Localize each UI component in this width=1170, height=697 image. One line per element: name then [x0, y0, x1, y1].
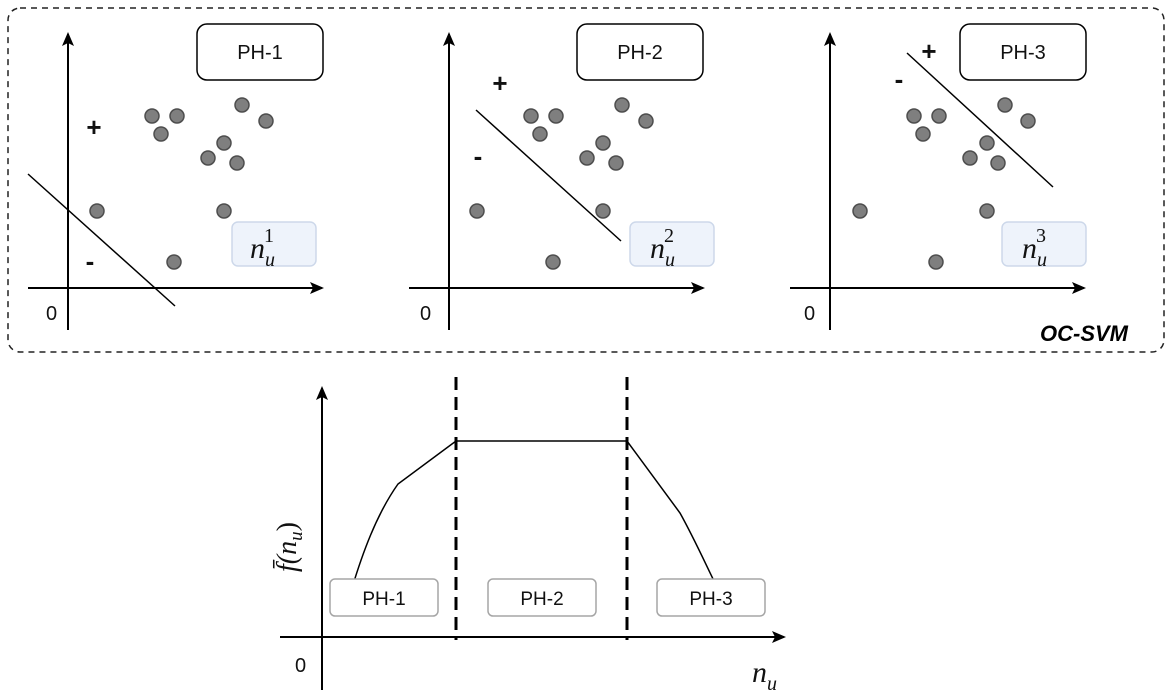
bottom-phase-box-2	[487, 578, 597, 617]
oc-svm-group-frame	[7, 7, 1165, 353]
panel-2-label-box	[629, 221, 715, 267]
panel-2-plus-sign: +	[492, 68, 507, 98]
bottom-phase-label-2: PH-2	[520, 589, 563, 610]
bottom-phase-box-3	[656, 578, 766, 617]
panel-2-origin: 0	[420, 303, 431, 325]
data-point	[469, 203, 485, 219]
data-point	[229, 155, 245, 171]
data-point	[532, 126, 548, 142]
panel-3-data-points	[852, 97, 1036, 270]
bottom-phase-box-1	[329, 578, 439, 617]
data-point	[216, 203, 232, 219]
panel-3-label: nu3	[1022, 225, 1047, 271]
data-point	[915, 126, 931, 142]
panel-3-label-box	[1001, 221, 1087, 267]
panel-1-data-points	[89, 97, 274, 270]
data-point	[144, 108, 160, 124]
panel-3-minus-sign: -	[895, 64, 904, 94]
data-point	[579, 150, 595, 166]
panel-1-phase-box	[196, 23, 324, 81]
data-point	[166, 254, 182, 270]
data-point	[523, 108, 539, 124]
panel-2-data-points	[469, 97, 654, 270]
data-point	[638, 113, 654, 129]
panel-1-origin: 0	[46, 303, 57, 325]
bottom-x-axis-label: nu	[752, 656, 777, 695]
panel-1-minus-sign: -	[86, 246, 95, 276]
data-point	[931, 108, 947, 124]
data-point	[595, 135, 611, 151]
bottom-y-axis-label: f̄(nu)	[272, 522, 307, 572]
panel-1-label: nu1	[250, 225, 275, 271]
data-point	[979, 203, 995, 219]
panel-2-phase-box	[576, 23, 704, 81]
panel-1-plus-sign: +	[86, 112, 101, 142]
bottom-origin: 0	[295, 655, 306, 677]
data-point	[990, 155, 1006, 171]
data-point	[608, 155, 624, 171]
data-point	[595, 203, 611, 219]
data-point	[169, 108, 185, 124]
panel-1-decision-boundary	[27, 173, 176, 307]
bottom-phase-label-1: PH-1	[362, 589, 405, 610]
data-point	[906, 108, 922, 124]
panel-2-phase-label: PH-2	[617, 42, 663, 64]
bottom-graph: 0 PH-1 PH-2 PH-3 f̄(nu) nu	[272, 377, 786, 695]
data-point	[614, 97, 630, 113]
panel-3-decision-boundary	[906, 52, 1054, 188]
data-point	[979, 135, 995, 151]
data-point	[258, 113, 274, 129]
panel-1: 0 PH-1 + - nu1	[27, 23, 324, 330]
panel-1-label-box	[231, 221, 317, 267]
data-point	[852, 203, 868, 219]
data-point	[545, 254, 561, 270]
data-point	[89, 203, 105, 219]
data-point	[153, 126, 169, 142]
data-point	[928, 254, 944, 270]
panel-2-minus-sign: -	[474, 141, 483, 171]
panel-3-origin: 0	[804, 303, 815, 325]
data-point	[216, 135, 232, 151]
panel-3-phase-box	[959, 23, 1087, 81]
bottom-phase-label-3: PH-3	[689, 589, 732, 610]
panel-3-phase-label: PH-3	[1000, 42, 1046, 64]
data-point	[997, 97, 1013, 113]
panel-2-label: nu2	[650, 225, 675, 271]
oc-svm-label: OC-SVM	[1040, 321, 1129, 346]
panel-1-phase-label: PH-1	[237, 42, 283, 64]
data-point	[234, 97, 250, 113]
panel-2-decision-boundary	[475, 109, 622, 242]
data-point	[548, 108, 564, 124]
panel-2: 0 PH-2 + - nu2	[409, 23, 715, 330]
data-point	[200, 150, 216, 166]
data-point	[962, 150, 978, 166]
data-point	[1020, 113, 1036, 129]
panel-3: 0 PH-3 + - nu3	[790, 23, 1087, 330]
f-bar-curve	[351, 440, 717, 589]
panel-3-plus-sign: +	[921, 36, 936, 66]
